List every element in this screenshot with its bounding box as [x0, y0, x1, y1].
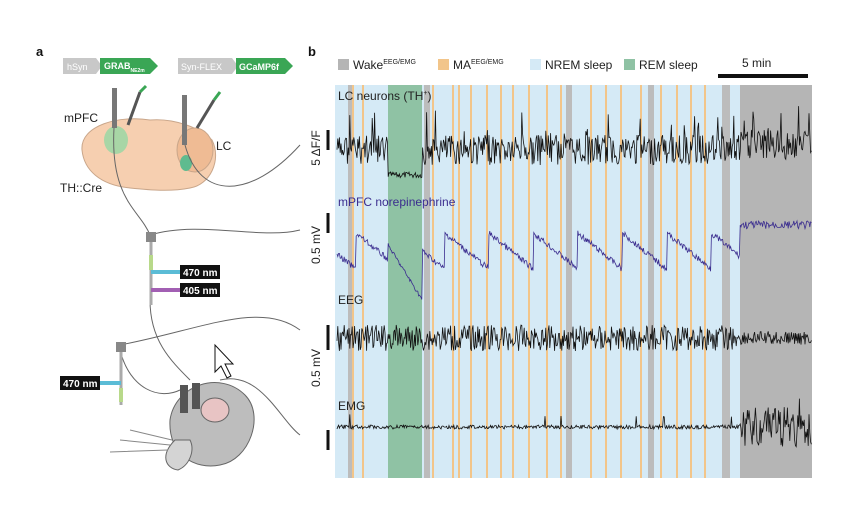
fiber-cables — [113, 127, 301, 436]
ma-band — [704, 85, 706, 478]
legend: WakeEEG/EMG MAEEG/EMG NREM sleep REM sleep — [338, 58, 698, 72]
ma-band — [362, 85, 364, 478]
ma-band — [528, 85, 530, 478]
legend-label: WakeEEG/EMG — [353, 58, 416, 72]
legend-swatch — [438, 59, 449, 70]
trace-label: LC neurons (TH+) — [338, 89, 431, 103]
ma-band — [352, 85, 354, 478]
ma-band — [660, 85, 662, 478]
ma-band — [546, 85, 548, 478]
panel-label: b — [308, 44, 316, 59]
wake-band — [348, 85, 354, 478]
ma-band — [620, 85, 622, 478]
ma-band — [432, 85, 434, 478]
ma-band — [486, 85, 488, 478]
sensor: GCaMP6f — [239, 62, 280, 72]
scale-label: 0.5 mV — [309, 349, 323, 387]
construct-1: hSyn GRABNE2m — [63, 58, 158, 74]
sensor: GRABNE2m — [104, 61, 145, 74]
legend-swatch — [624, 59, 635, 70]
wake-band — [566, 85, 572, 478]
trace-label: mPFC norepinephrine — [338, 195, 456, 209]
trace-label: EEG — [338, 293, 363, 307]
emg-trace — [336, 398, 812, 448]
legend-label: MAEEG/EMG — [453, 58, 504, 72]
wake-band — [424, 85, 430, 478]
eeg-trace — [336, 324, 812, 352]
ma-band — [590, 85, 592, 478]
time-scale: 5 min — [742, 56, 771, 70]
legend-label: REM sleep — [639, 58, 698, 72]
ma-band — [605, 85, 607, 478]
wavelength: 405 nm — [183, 286, 218, 297]
ma-band — [452, 85, 454, 478]
ma-band — [458, 85, 460, 478]
ne-trace — [336, 219, 812, 300]
region-label: LC — [216, 139, 232, 153]
wavelength: 470 nm — [183, 268, 218, 279]
construct-2: Syn-FLEX GCaMP6f — [178, 58, 293, 74]
wavelength: 470 nm — [63, 379, 98, 390]
ma-band — [512, 85, 514, 478]
wake-band — [722, 85, 730, 478]
scale-label: 5 ΔF/F — [309, 130, 323, 165]
legend-label: NREM sleep — [545, 58, 613, 72]
mouse — [109, 343, 255, 471]
trace-label: EMG — [338, 399, 365, 413]
promoter: Syn-FLEX — [181, 62, 222, 72]
ma-band — [676, 85, 678, 478]
ma-band — [690, 85, 692, 478]
plot: LC neurons (TH+) 5 ΔF/F mPFC norepinephrin… — [309, 85, 812, 478]
brain — [81, 84, 222, 191]
ma-band — [470, 85, 472, 478]
rem-band — [388, 85, 422, 478]
legend-swatch — [530, 59, 541, 70]
mouse-line: TH::Cre — [60, 181, 102, 195]
ma-band — [640, 85, 642, 478]
wake-band — [648, 85, 654, 478]
lc-trace — [336, 106, 812, 179]
legend-swatch — [338, 59, 349, 70]
ma-band — [500, 85, 502, 478]
region-label: mPFC — [64, 111, 98, 125]
scale-label: 0.5 mV — [309, 226, 323, 264]
promoter: hSyn — [67, 62, 88, 72]
panel-label: a — [36, 44, 44, 59]
ma-band — [560, 85, 562, 478]
fiber-setup — [60, 232, 220, 405]
